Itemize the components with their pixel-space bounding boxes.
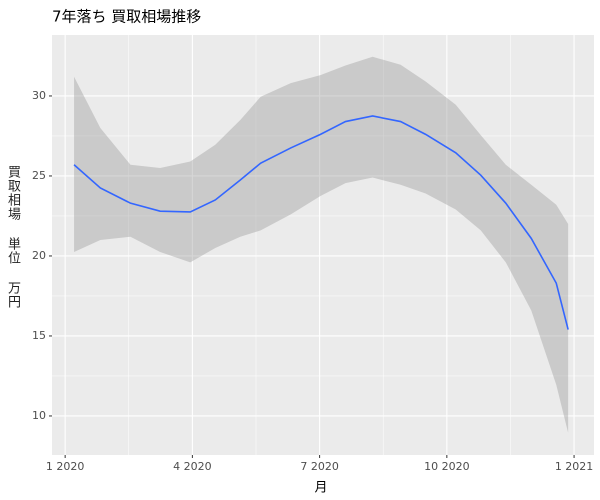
y-tick-label: 20 (32, 249, 46, 262)
x-tick-label: 1 2021 (555, 460, 594, 473)
y-tick-label: 15 (32, 329, 46, 342)
x-tick-label: 10 2020 (424, 460, 470, 473)
y-axis-label: 買取相場 単位 万円 (5, 165, 20, 309)
y-tick-label: 30 (32, 89, 46, 102)
trend-line (73, 115, 569, 330)
chart-title: 7年落ち 買取相場推移 (52, 8, 201, 26)
x-tick-label: 4 2020 (173, 460, 212, 473)
y-tick-label: 25 (32, 169, 46, 182)
confidence-band (74, 56, 569, 433)
panel (52, 35, 594, 455)
y-tick-label: 10 (32, 409, 46, 422)
x-axis-label: 月 (314, 481, 327, 496)
x-tick-label: 7 2020 (300, 460, 339, 473)
x-tick-label: 1 2020 (46, 460, 85, 473)
